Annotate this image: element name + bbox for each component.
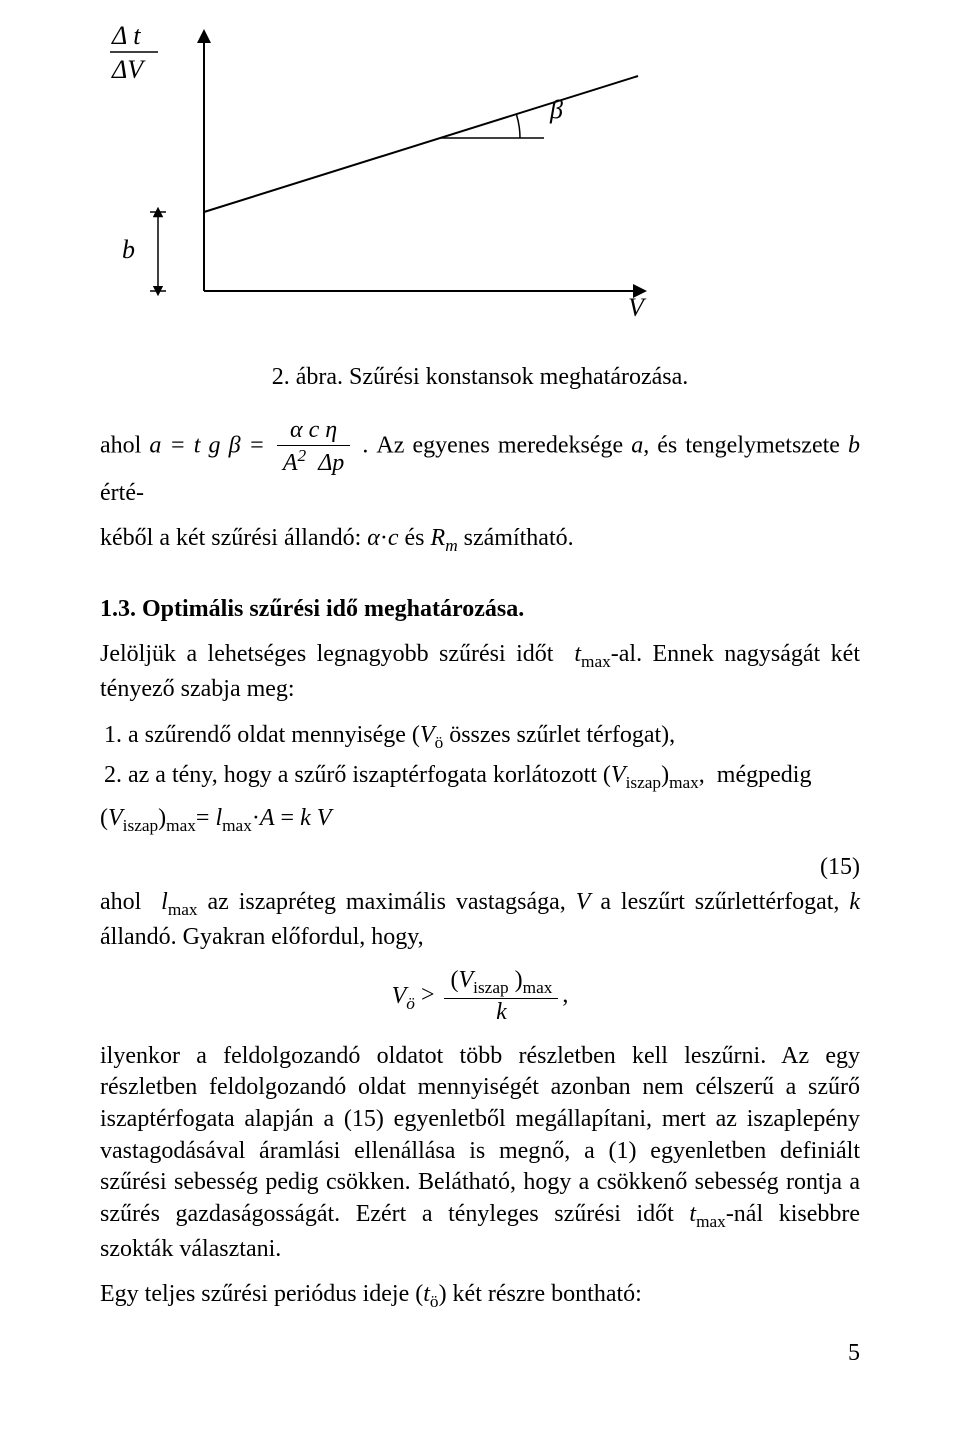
eq-a-lhs: a = t g β = <box>149 433 272 459</box>
svg-text:β: β <box>549 95 563 124</box>
p2: ahol lmax az iszapréteg maximális vastag… <box>100 887 860 953</box>
ineq-den: k <box>444 999 558 1027</box>
list-item: a szűrendő oldat mennyisége (Vö összes s… <box>128 720 860 755</box>
figure-2-caption: 2. ábra. Szűrési konstansok meghatározás… <box>100 362 860 394</box>
eq-a-den: A2 Δp <box>277 446 350 478</box>
eq-a-num: α c η <box>277 417 350 446</box>
svg-text:b: b <box>122 235 135 264</box>
eq-a-line2: kéből a két szűrési állandó: α·c és Rm s… <box>100 523 860 558</box>
svg-text:V: V <box>628 293 647 322</box>
eq-a-line1: ahol a = t g β = α c η A2 Δp . Az egyene… <box>100 417 860 509</box>
figure-2: Δ t ΔV Vβ b <box>100 24 860 344</box>
heading-1-3: 1.3. Optimális szűrési idő meghatározása… <box>100 594 860 626</box>
eq-15-number-line: (15) . <box>100 852 860 884</box>
svg-text:ΔV: ΔV <box>111 55 146 84</box>
eq-a-prefix: ahol <box>100 433 149 459</box>
factors-list: a szűrendő oldat mennyisége (Vö összes s… <box>100 720 860 795</box>
p3: ilyenkor a feldolgozandó oldatot több ré… <box>100 1041 860 1266</box>
page-number: 5 <box>100 1338 860 1370</box>
list-item: az a tény, hogy a szűrő iszaptérfogata k… <box>128 760 860 795</box>
eq-15-number: (15) <box>820 852 860 884</box>
figure-2-svg: Δ t ΔV Vβ b <box>100 24 660 334</box>
svg-text:Δ t: Δ t <box>111 24 141 50</box>
p1: Jelöljük a lehetséges legnagyobb szűrési… <box>100 639 860 705</box>
eq-15: (Viszap)max= lmax·A = k V <box>100 803 860 838</box>
eq-a-frac: α c η A2 Δp <box>277 417 350 477</box>
p4: Egy teljes szűrési periódus ideje (tö) k… <box>100 1279 860 1314</box>
ineq-v: Vö > (Viszap )max k , <box>100 967 860 1026</box>
ineq-num: (Viszap )max <box>444 967 558 999</box>
